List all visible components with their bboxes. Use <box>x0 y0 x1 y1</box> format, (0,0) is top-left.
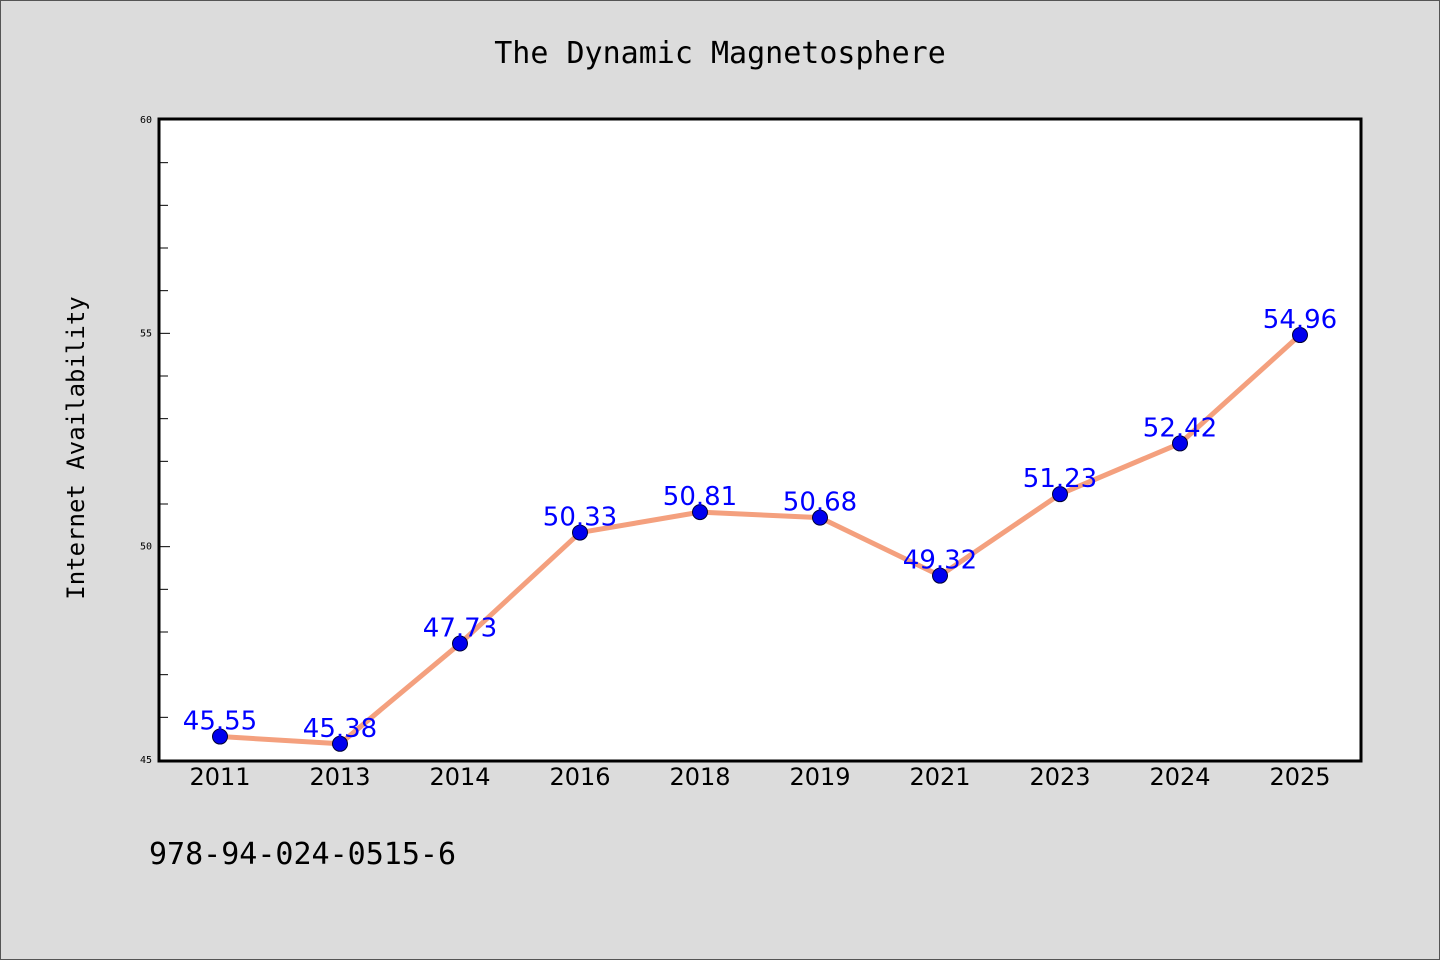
data-label: 52.42 <box>1143 413 1217 443</box>
data-point <box>812 509 828 526</box>
isbn-text: 978-94-024-0515-6 <box>149 837 456 872</box>
series-line <box>217 332 1303 747</box>
y-axis: 45 50 55 60 <box>140 115 170 766</box>
x-tick-label: 2021 <box>909 763 970 791</box>
x-tick-label: 2016 <box>549 763 610 791</box>
plot-area <box>157 117 1363 763</box>
data-point <box>1172 435 1188 452</box>
chart-title: The Dynamic Magnetosphere <box>494 36 946 71</box>
data-point <box>932 567 948 584</box>
data-label: 50.68 <box>783 488 857 518</box>
y-tick-label: 50 <box>140 542 152 553</box>
x-tick-label: 2014 <box>429 763 490 791</box>
x-tick-label: 2018 <box>669 763 730 791</box>
x-tick-label: 2023 <box>1029 763 1090 791</box>
data-label: 54.96 <box>1263 305 1337 335</box>
y-tick-label: 60 <box>140 115 152 126</box>
data-label: 51.23 <box>1023 464 1097 494</box>
data-label: 47.73 <box>423 614 497 644</box>
data-label: 45.38 <box>303 714 377 744</box>
data-point <box>332 735 348 752</box>
data-label: 49.32 <box>903 546 977 576</box>
x-tick-label: 2013 <box>309 763 370 791</box>
y-tick-label: 45 <box>140 755 152 766</box>
x-tick-label: 2019 <box>789 763 850 791</box>
x-tick-label: 2025 <box>1269 763 1330 791</box>
data-point <box>452 635 468 652</box>
y-axis-label: Internet Availability <box>62 296 90 599</box>
x-tick-label: 2011 <box>189 763 250 791</box>
data-point <box>1292 327 1308 344</box>
y-tick-label: 55 <box>140 328 152 339</box>
data-label: 45.55 <box>183 707 257 737</box>
series-group: 45.55 45.38 47.73 50.33 50.81 50.68 49.32 51.23… <box>183 305 1337 752</box>
data-label: 50.33 <box>543 503 617 533</box>
data-point <box>572 524 588 541</box>
data-label: 50.81 <box>663 482 737 512</box>
x-axis: 2011 2013 2014 2016 2018 2019 2021 2023 2024 2025 <box>189 763 1330 791</box>
x-tick-label: 2024 <box>1149 763 1210 791</box>
data-point <box>692 504 708 521</box>
data-point <box>1052 486 1068 503</box>
data-point <box>212 728 228 745</box>
